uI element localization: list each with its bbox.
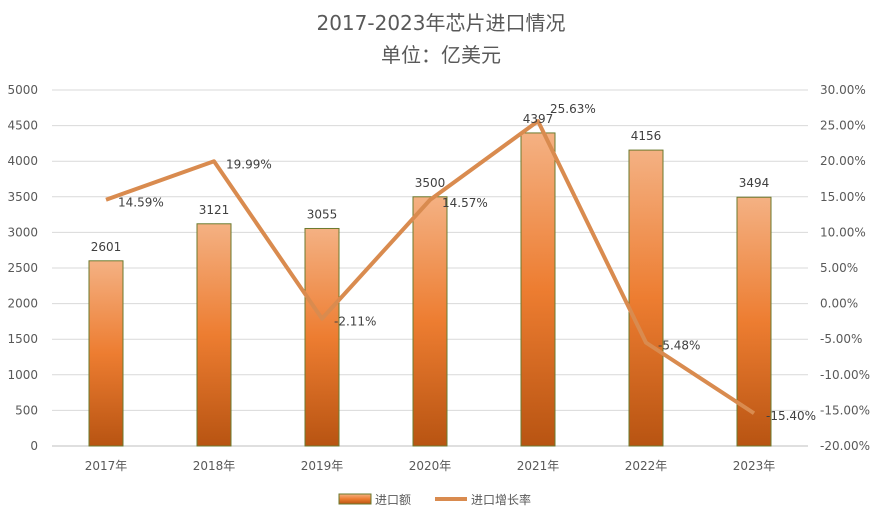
legend: 进口额 进口增长率 [338,492,531,507]
y-right-tick-label: 30.00% [820,83,866,97]
y-left-tick-label: 4500 [7,119,38,133]
growth-value-label: 14.57% [442,196,488,210]
bar-value-label: 3500 [415,176,446,190]
y-right-tick-label: -20.00% [820,439,870,453]
chart-subtitle: 单位：亿美元 [381,43,501,67]
y-right-tick-label: -5.00% [820,332,862,346]
x-tick-label: 2017年 [85,459,128,473]
growth-value-label: 14.59% [118,196,164,210]
y-right-tick-label: 0.00% [820,297,858,311]
bar [304,227,340,447]
bar [628,149,664,447]
chart-title: 2017-2023年芯片进口情况 [316,11,565,35]
x-tick-label: 2018年 [193,459,236,473]
bar-value-label: 4397 [523,112,554,126]
bar-value-label: 3121 [199,203,230,217]
growth-value-label: 19.99% [226,157,272,171]
y-right-tick-label: 20.00% [820,154,866,168]
x-tick-label: 2020年 [409,459,452,473]
y-left-tick-label: 3000 [7,225,38,239]
y-left-tick-label: 2000 [7,297,38,311]
growth-line [105,119,756,415]
y-left-tick-label: 4000 [7,154,38,168]
bar [88,260,124,447]
y-right-tick-label: 5.00% [820,261,858,275]
bar-value-label: 4156 [631,129,662,143]
legend-swatch-bar [338,493,372,505]
bar-value-label: 2601 [91,240,122,254]
bar [196,223,232,447]
x-tick-label: 2019年 [301,459,344,473]
y-right-tick-label: -10.00% [820,368,870,382]
bar-value-label: 3494 [739,176,770,190]
growth-value-label: -2.11% [334,315,376,329]
bar [520,132,556,447]
growth-value-label: -5.48% [658,339,700,353]
y-left-tick-label: 5000 [7,83,38,97]
y-right-tick-label: -15.00% [820,403,870,417]
data-labels: 2601 3121 3055 3500 4397 4156 3494 14.59% 19.99%… [91,102,816,423]
y-right-tick-label: 15.00% [820,190,866,204]
y-left-tick-label: 1500 [7,332,38,346]
bar [412,196,448,447]
axes: 0 500 1000 1500 2000 2500 3000 3500 4000 4500 5000… [7,83,870,473]
y-left-tick-label: 0 [30,439,38,453]
x-tick-label: 2021年 [517,459,560,473]
y-left-tick-label: 1000 [7,368,38,382]
x-tick-label: 2022年 [625,459,668,473]
growth-value-label: -15.40% [766,409,816,423]
x-tick-label: 2023年 [733,459,776,473]
y-right-tick-label: 10.00% [820,225,866,239]
growth-value-label: 25.63% [550,102,596,116]
y-left-tick-label: 500 [15,403,38,417]
bar-value-label: 3055 [307,207,338,221]
legend-label-line: 进口增长率 [471,492,531,507]
y-left-tick-label: 3500 [7,190,38,204]
legend-label-bar: 进口额 [375,493,411,507]
y-right-tick-label: 25.00% [820,119,866,133]
y-left-tick-label: 2500 [7,261,38,275]
growth-line-path [105,119,756,415]
